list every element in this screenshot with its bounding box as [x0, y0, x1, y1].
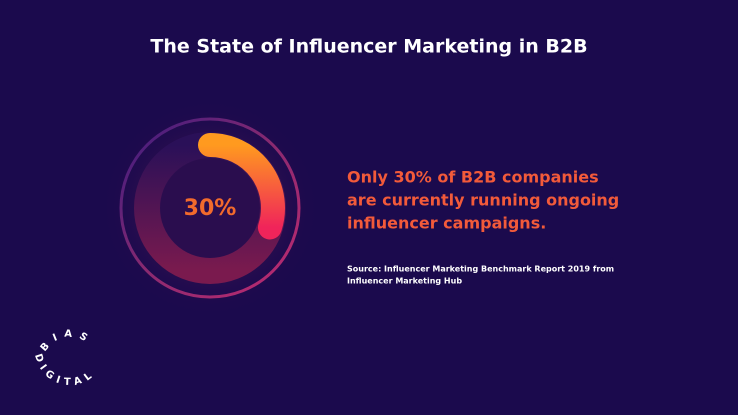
- headline: influencer campaigns.: [347, 214, 546, 233]
- headline: Only 30% of B2B companies: [347, 168, 599, 187]
- donut-arc: [198, 133, 285, 240]
- outer-ring: [119, 117, 301, 299]
- title: The State of Influencer Marketing in B2B: [150, 36, 587, 58]
- source: Source: Influencer Marketing Benchmark R…: [347, 265, 614, 274]
- value-label: 30%: [184, 196, 237, 221]
- glow: [100, 98, 320, 318]
- source: Influencer Marketing Hub: [347, 277, 462, 286]
- headline: are currently running ongoing: [347, 191, 619, 210]
